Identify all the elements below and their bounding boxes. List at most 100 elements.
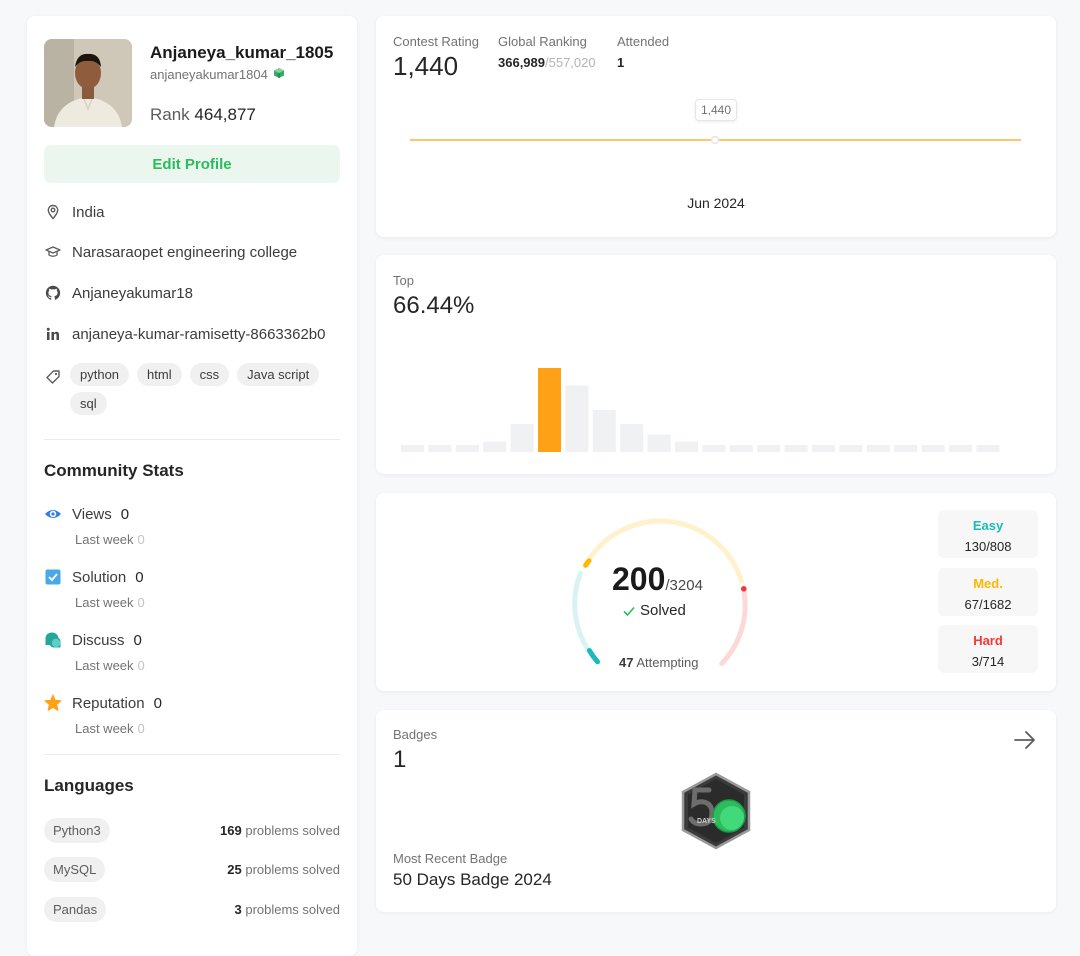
skill-tag[interactable]: html: [137, 363, 182, 386]
stat-discuss: Discuss 0 Last week 0: [44, 631, 145, 673]
tags-row: [44, 368, 72, 386]
edit-profile-button[interactable]: Edit Profile: [44, 145, 340, 183]
stat-views: Views 0 Last week 0: [44, 505, 145, 547]
language-count: 25: [227, 862, 242, 877]
histogram-bar[interactable]: [483, 441, 507, 453]
stat-sub-label: Last week: [75, 532, 134, 547]
histogram-bar[interactable]: [894, 445, 918, 452]
difficulty-value: 67/1682: [964, 597, 1012, 612]
recent-badge-label: Most Recent Badge: [393, 851, 508, 866]
histogram-bar[interactable]: [921, 445, 945, 452]
histogram-bar[interactable]: [455, 445, 479, 452]
github-row[interactable]: Anjaneyakumar18: [44, 284, 193, 302]
stat-sub-value: 0: [137, 658, 145, 673]
histogram-bar[interactable]: [675, 441, 698, 453]
skill-tags: python html css Java script sql: [70, 363, 340, 415]
histogram-bar[interactable]: [702, 445, 726, 452]
language-row: Pandas 3 problems solved: [44, 897, 340, 922]
easy-track: [572, 570, 600, 665]
contest-rating-card: Contest Rating 1,440 Global Ranking 366,…: [376, 16, 1056, 237]
stat-value: 0: [133, 631, 142, 649]
rating-point[interactable]: [710, 135, 720, 145]
stat-sub-label: Last week: [75, 595, 134, 610]
solved-count-total: /3204: [665, 577, 703, 594]
languages-title: Languages: [44, 776, 134, 795]
skill-tag[interactable]: sql: [70, 392, 107, 415]
difficulty-medium[interactable]: Med. 67/1682: [938, 568, 1038, 616]
difficulty-name: Med.: [973, 576, 1003, 591]
language-name[interactable]: Python3: [44, 818, 110, 843]
histogram-bar[interactable]: [949, 445, 972, 452]
language-count-suffix: problems solved: [245, 823, 340, 838]
solved-label-row: Solved: [622, 602, 686, 619]
badge-days-text: DAYS: [697, 818, 716, 825]
top-label: Top: [393, 273, 414, 288]
linkedin-row[interactable]: anjaneya-kumar-ramisetty-8663362b0: [44, 325, 325, 343]
difficulty-name: Hard: [973, 633, 1003, 648]
histogram-bar[interactable]: [428, 445, 452, 452]
divider: [44, 439, 340, 440]
histogram-bar[interactable]: [757, 445, 781, 452]
language-count: 169: [220, 823, 242, 838]
contest-rating-value: 1,440: [393, 51, 459, 81]
stat-sub-value: 0: [137, 721, 145, 736]
arrow-right-icon[interactable]: [1012, 727, 1038, 758]
histogram-bar[interactable]: [620, 424, 644, 452]
rank: Rank 464,877: [150, 105, 256, 125]
solved-label: Solved: [640, 602, 686, 619]
college-row: Narasaraopet engineering college: [44, 243, 297, 261]
difficulty-value: 3/714: [971, 654, 1005, 669]
attended-value: 1: [617, 55, 625, 70]
checkbox-icon: [44, 568, 62, 586]
star-icon: [44, 694, 62, 712]
avatar[interactable]: [44, 39, 132, 127]
stat-solution: Solution 0 Last week 0: [44, 568, 145, 610]
histogram-bar[interactable]: [592, 410, 616, 452]
top-percentile-card: Top 66.44%: [376, 255, 1056, 474]
attempting-row: 47 Attempting: [619, 655, 699, 670]
histogram-bar-highlight[interactable]: [538, 368, 561, 452]
contest-rating-label: Contest Rating: [393, 34, 479, 49]
stat-reputation: Reputation 0 Last week 0: [44, 694, 162, 736]
histogram-bar[interactable]: [839, 445, 863, 452]
histogram-bar[interactable]: [812, 445, 835, 452]
difficulty-easy[interactable]: Easy 130/808: [938, 510, 1038, 558]
difficulty-hard[interactable]: Hard 3/714: [938, 625, 1038, 673]
badges-count: 1: [393, 746, 407, 773]
rank-label: Rank: [150, 105, 190, 124]
skill-tag[interactable]: python: [70, 363, 130, 386]
stat-label: Views: [72, 505, 112, 523]
graduation-cap-icon: [44, 243, 62, 261]
stat-label: Reputation: [72, 694, 145, 712]
language-name[interactable]: MySQL: [44, 857, 106, 882]
location-row: India: [44, 203, 105, 221]
language-name[interactable]: Pandas: [44, 897, 107, 922]
histogram-bar[interactable]: [510, 424, 534, 452]
histogram-bar[interactable]: [784, 445, 808, 452]
most-recent-badge: Most Recent Badge 50 Days Badge 2024: [393, 851, 552, 890]
contest-rating: Contest Rating 1,440: [393, 34, 479, 82]
college-text: Narasaraopet engineering college: [72, 243, 298, 261]
attended: Attended 1: [617, 34, 669, 70]
histogram-bar[interactable]: [647, 434, 671, 453]
stat-sub-value: 0: [137, 595, 145, 610]
display-name: Anjaneya_kumar_1805: [150, 43, 334, 62]
histogram-bar[interactable]: [729, 445, 753, 452]
stat-value: 0: [135, 568, 144, 586]
divider: [44, 754, 340, 755]
histogram-bar[interactable]: [976, 445, 1000, 452]
skill-tag[interactable]: css: [189, 363, 230, 386]
handle-text: anjaneyakumar1804: [150, 67, 268, 82]
histogram-bar[interactable]: [866, 445, 890, 452]
stat-label: Discuss: [72, 631, 125, 649]
50-days-badge[interactable]: DAYS: [679, 772, 753, 855]
linkedin-icon: [44, 325, 62, 343]
global-ranking-value: 366,989: [498, 55, 545, 70]
handle: anjaneyakumar1804: [150, 67, 285, 82]
histogram-bar[interactable]: [565, 385, 589, 453]
badges-label: Badges: [393, 727, 438, 742]
difficulty-name: Easy: [972, 518, 1004, 533]
histogram-bar[interactable]: [401, 445, 424, 452]
skill-tag[interactable]: Java script: [237, 363, 320, 386]
rating-x-label: Jun 2024: [687, 195, 745, 211]
